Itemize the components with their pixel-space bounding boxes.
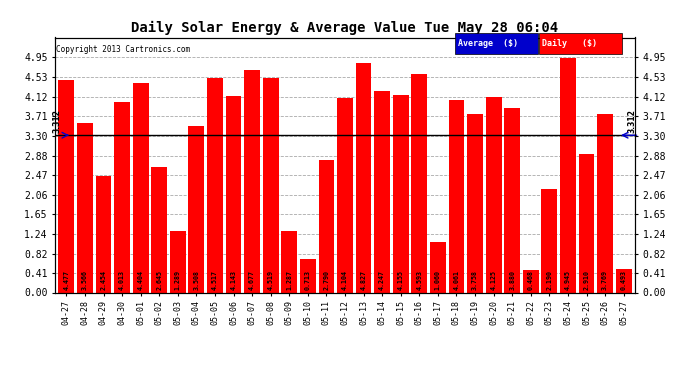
Text: 4.104: 4.104 [342, 270, 348, 290]
Text: 4.477: 4.477 [63, 270, 70, 290]
Bar [374, 91, 390, 292]
Bar [188, 126, 204, 292]
Text: 2.790: 2.790 [324, 270, 329, 290]
Text: 2.190: 2.190 [546, 270, 553, 290]
Text: 3.880: 3.880 [509, 270, 515, 290]
Text: 4.827: 4.827 [361, 270, 366, 290]
Title: Daily Solar Energy & Average Value Tue May 28 06:04: Daily Solar Energy & Average Value Tue M… [131, 21, 559, 35]
Bar [615, 269, 631, 292]
Text: 0.493: 0.493 [620, 270, 627, 290]
Text: 4.143: 4.143 [230, 270, 237, 290]
Bar [300, 259, 316, 292]
Text: 3.312: 3.312 [52, 109, 61, 133]
Text: 3.508: 3.508 [193, 270, 199, 290]
Bar [560, 58, 576, 292]
Bar [448, 100, 464, 292]
Bar [151, 167, 167, 292]
Text: 4.013: 4.013 [119, 270, 125, 290]
Bar [170, 231, 186, 292]
Bar [467, 114, 483, 292]
Bar [96, 176, 111, 292]
Text: 4.677: 4.677 [249, 270, 255, 290]
Bar [597, 114, 613, 292]
Bar [263, 78, 279, 292]
Text: 4.519: 4.519 [268, 270, 274, 290]
Bar [282, 231, 297, 292]
Text: Daily   ($): Daily ($) [542, 39, 598, 48]
Text: 1.287: 1.287 [286, 270, 293, 290]
Text: 4.945: 4.945 [565, 270, 571, 290]
Text: 4.404: 4.404 [137, 270, 144, 290]
Text: 3.758: 3.758 [472, 270, 478, 290]
Bar [411, 74, 427, 292]
Text: 2.910: 2.910 [584, 270, 589, 290]
Bar [393, 95, 408, 292]
Text: 4.593: 4.593 [416, 270, 422, 290]
Bar [77, 123, 93, 292]
Text: 4.517: 4.517 [212, 270, 218, 290]
Bar [59, 80, 75, 292]
Bar [226, 96, 241, 292]
Bar [207, 78, 223, 292]
Bar [542, 189, 558, 292]
Text: 4.247: 4.247 [379, 270, 385, 290]
Bar [114, 102, 130, 292]
Text: 3.769: 3.769 [602, 270, 608, 290]
Text: 2.454: 2.454 [101, 270, 106, 290]
Text: 0.713: 0.713 [305, 270, 311, 290]
Bar [486, 97, 502, 292]
Bar [319, 160, 335, 292]
Bar [523, 270, 539, 292]
Text: Average  ($): Average ($) [458, 39, 518, 48]
Text: 4.061: 4.061 [453, 270, 460, 290]
Text: 3.312: 3.312 [627, 109, 636, 133]
Text: 2.645: 2.645 [156, 270, 162, 290]
Bar [244, 70, 260, 292]
Text: Copyright 2013 Cartronics.com: Copyright 2013 Cartronics.com [56, 45, 190, 54]
Bar [504, 108, 520, 292]
Text: 1.289: 1.289 [175, 270, 181, 290]
Text: 4.125: 4.125 [491, 270, 497, 290]
Bar [579, 154, 594, 292]
Bar [132, 83, 148, 292]
Text: 0.468: 0.468 [528, 270, 534, 290]
Text: 3.566: 3.566 [82, 270, 88, 290]
Bar [355, 63, 371, 292]
Bar [430, 242, 446, 292]
Text: 1.060: 1.060 [435, 270, 441, 290]
Bar [337, 98, 353, 292]
Text: 4.155: 4.155 [397, 270, 404, 290]
